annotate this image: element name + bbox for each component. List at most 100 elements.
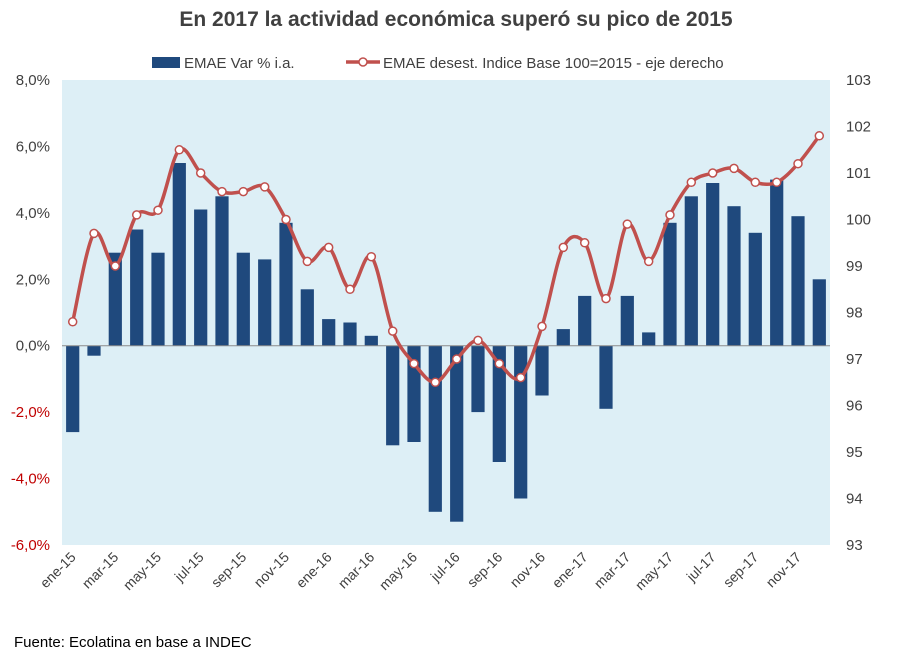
bar-jun-17 — [684, 196, 698, 346]
bar-sep-17 — [748, 232, 762, 346]
point-nov-15 — [281, 214, 291, 225]
x-tick-label: may-16 — [376, 549, 420, 593]
bar-oct-15 — [258, 259, 272, 346]
source-note: Fuente: Ecolatina en base a INDEC — [14, 634, 252, 651]
point-ago-17 — [729, 163, 739, 174]
bar-dic-15 — [300, 289, 314, 346]
point-abr-15 — [131, 210, 142, 220]
point-ago-16 — [473, 335, 483, 346]
point-feb-16 — [345, 284, 355, 295]
right-tick-label: 93 — [846, 537, 863, 554]
bar-ene-16 — [322, 319, 336, 346]
line-markers — [67, 131, 825, 388]
x-tick-label: sep-15 — [208, 549, 250, 591]
point-ene-16 — [323, 242, 334, 253]
point-may-17 — [665, 210, 675, 220]
point-mar-16 — [366, 251, 377, 262]
point-mar-15 — [110, 261, 121, 271]
bar-jun-15 — [172, 163, 186, 346]
legend: EMAE Var % i.a. EMAE desest. Indice Base… — [152, 55, 724, 72]
x-tick-label: jul-17 — [683, 549, 719, 585]
point-jun-17 — [686, 177, 697, 188]
bar-ene-17 — [578, 295, 592, 346]
x-tick-label: jul-16 — [427, 549, 463, 585]
bar-may-15 — [151, 252, 165, 346]
point-dic-16 — [558, 242, 569, 253]
x-tick-label: sep-16 — [464, 549, 506, 591]
legend-line-marker — [358, 57, 368, 67]
point-sep-15 — [238, 186, 249, 197]
bar-jul-15 — [194, 209, 208, 346]
bar-dic-17 — [812, 279, 826, 346]
x-tick-label: jul-15 — [171, 549, 207, 585]
x-tick-label: sep-17 — [720, 549, 762, 591]
bar-ago-15 — [215, 196, 229, 346]
bar-jun-16 — [428, 345, 442, 512]
legend-line-label: EMAE desest. Indice Base 100=2015 - eje … — [383, 55, 724, 72]
legend-bar-label: EMAE Var % i.a. — [184, 55, 295, 72]
bar-ago-16 — [471, 345, 485, 413]
left-axis-ticks: -6,0% -4,0% -2,0% 0,0% 2,0% 4,0% 6,0% 8,0% — [11, 72, 50, 554]
point-nov-17 — [793, 158, 803, 169]
point-abr-17 — [643, 256, 654, 267]
point-jun-16 — [430, 377, 441, 388]
point-ene-17 — [579, 238, 590, 248]
x-tick-label: nov-16 — [507, 549, 549, 591]
point-jul-16 — [451, 354, 462, 364]
point-ago-15 — [217, 186, 227, 197]
left-tick-label: 4,0% — [16, 205, 50, 222]
x-tick-label: may-15 — [120, 549, 164, 593]
bar-abr-16 — [386, 345, 400, 446]
x-tick-label: mar-16 — [335, 549, 378, 592]
point-oct-15 — [259, 182, 270, 192]
right-tick-label: 96 — [846, 398, 863, 415]
right-tick-label: 102 — [846, 119, 871, 136]
x-tick-label: may-17 — [632, 549, 676, 593]
bar-abr-15 — [130, 229, 144, 346]
point-may-16 — [409, 358, 419, 369]
point-sep-16 — [494, 358, 505, 369]
bar-oct-16 — [514, 345, 528, 499]
bar-may-17 — [663, 222, 677, 346]
point-sep-17 — [750, 177, 761, 188]
bar-jul-16 — [450, 345, 464, 522]
right-tick-label: 99 — [846, 258, 863, 275]
x-tick-label: mar-15 — [79, 549, 122, 592]
bar-mar-16 — [364, 335, 378, 346]
point-feb-15 — [89, 228, 99, 239]
left-tick-label: -6,0% — [11, 537, 50, 554]
bar-sep-16 — [492, 345, 506, 462]
bar-mar-15 — [108, 252, 122, 346]
left-tick-label: 6,0% — [16, 138, 50, 155]
right-tick-label: 103 — [846, 72, 871, 89]
x-tick-label: mar-17 — [591, 549, 634, 592]
point-oct-16 — [515, 372, 526, 383]
bar-abr-17 — [642, 332, 656, 346]
bar-mar-17 — [620, 295, 634, 346]
bar-ene-15 — [66, 345, 80, 433]
x-tick-label: nov-15 — [251, 549, 293, 591]
bar-series — [66, 163, 826, 522]
left-tick-label: 2,0% — [16, 271, 50, 288]
point-jul-17 — [707, 168, 718, 178]
bar-oct-17 — [770, 179, 784, 346]
point-mar-17 — [622, 219, 633, 229]
bar-sep-15 — [236, 252, 250, 346]
x-tick-label: ene-17 — [549, 549, 591, 591]
left-tick-label: -2,0% — [11, 404, 50, 421]
bar-feb-17 — [599, 345, 613, 409]
point-jun-15 — [174, 145, 185, 155]
x-tick-label: nov-17 — [763, 549, 805, 591]
bar-nov-17 — [791, 216, 805, 346]
right-tick-label: 100 — [846, 212, 871, 229]
point-feb-17 — [601, 293, 611, 304]
bar-dic-16 — [556, 329, 570, 346]
right-tick-label: 94 — [846, 491, 863, 508]
point-dic-15 — [302, 256, 313, 267]
point-may-15 — [153, 205, 163, 215]
x-tick-label: ene-15 — [37, 549, 79, 591]
point-nov-16 — [537, 321, 547, 332]
point-oct-17 — [771, 177, 782, 188]
